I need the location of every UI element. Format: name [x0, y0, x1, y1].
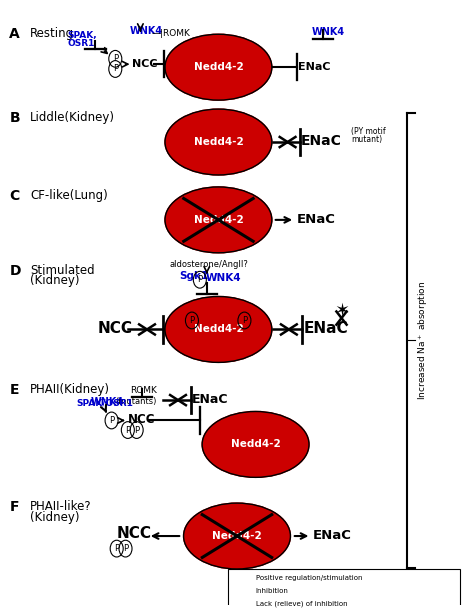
Text: PHAII-like?: PHAII-like? [30, 500, 92, 513]
Text: (Kidney): (Kidney) [30, 274, 80, 287]
Text: CF-like(Lung): CF-like(Lung) [30, 189, 108, 202]
Text: NCC: NCC [98, 321, 133, 336]
Text: WNK4: WNK4 [130, 26, 163, 36]
Text: C: C [9, 189, 19, 203]
Text: B: B [9, 111, 20, 125]
Text: Stimulated: Stimulated [30, 263, 95, 277]
Text: P: P [123, 544, 128, 553]
Text: P: P [114, 544, 119, 553]
Text: Liddle(Kidney): Liddle(Kidney) [30, 111, 115, 124]
Ellipse shape [165, 109, 272, 175]
Text: P: P [109, 416, 114, 425]
Text: (mutants): (mutants) [115, 397, 156, 406]
Text: P: P [113, 54, 118, 64]
Text: P: P [125, 425, 130, 434]
Ellipse shape [202, 411, 309, 477]
Text: Nedd4-2: Nedd4-2 [193, 62, 243, 72]
Text: SPAK/OSR1: SPAK/OSR1 [77, 398, 134, 408]
Text: aldosterone/AngII?: aldosterone/AngII? [170, 260, 248, 269]
Text: P: P [134, 425, 139, 434]
Text: ENaC: ENaC [298, 62, 331, 71]
Text: ENaC: ENaC [303, 321, 348, 336]
Ellipse shape [183, 503, 291, 569]
Text: WNK4: WNK4 [91, 397, 124, 406]
Text: Nedd4-2: Nedd4-2 [231, 439, 281, 450]
Ellipse shape [165, 296, 272, 362]
Text: P: P [190, 316, 194, 325]
Text: (Kidney): (Kidney) [30, 511, 80, 524]
Text: ENaC: ENaC [296, 213, 335, 226]
Text: Lack (relieve) of inhibition: Lack (relieve) of inhibition [255, 601, 347, 607]
Text: Nedd4-2: Nedd4-2 [193, 215, 243, 225]
Text: Inhibition: Inhibition [255, 588, 289, 594]
Ellipse shape [165, 187, 272, 253]
Text: —|ROMK: —|ROMK [151, 29, 190, 38]
Text: Nedd4-2: Nedd4-2 [212, 531, 262, 541]
Text: Nedd4-2: Nedd4-2 [193, 137, 243, 147]
Text: ENaC: ENaC [313, 529, 352, 542]
Text: NCC: NCC [128, 413, 155, 426]
Text: ENaC: ENaC [301, 134, 341, 148]
Text: SPAK,: SPAK, [67, 31, 97, 40]
Text: ✶: ✶ [334, 302, 349, 320]
Text: WNK4: WNK4 [311, 27, 345, 37]
Text: WNK4: WNK4 [205, 273, 241, 283]
Text: Sgk1: Sgk1 [179, 271, 208, 280]
Text: NCC: NCC [132, 59, 158, 68]
Text: P: P [242, 316, 247, 325]
Text: ROMK: ROMK [130, 386, 157, 395]
Text: Positive regulation/stimulation: Positive regulation/stimulation [255, 576, 362, 581]
Text: (PY motif: (PY motif [351, 127, 385, 136]
Text: P: P [197, 275, 202, 284]
Text: Increased Na$^+$ absorption: Increased Na$^+$ absorption [416, 280, 429, 400]
Ellipse shape [165, 34, 272, 100]
Text: D: D [9, 263, 21, 277]
Text: ENaC: ENaC [192, 392, 228, 406]
Text: Nedd4-2: Nedd4-2 [193, 324, 243, 334]
FancyBboxPatch shape [228, 569, 460, 611]
Text: mutant): mutant) [351, 135, 382, 144]
Text: PHAII(Kidney): PHAII(Kidney) [30, 383, 110, 397]
Text: P: P [113, 65, 118, 73]
Text: A: A [9, 27, 20, 41]
Text: E: E [9, 383, 19, 397]
Text: F: F [9, 500, 19, 514]
Text: OSR1: OSR1 [67, 39, 95, 48]
Text: NCC: NCC [116, 527, 151, 541]
Text: Resting: Resting [30, 27, 74, 40]
